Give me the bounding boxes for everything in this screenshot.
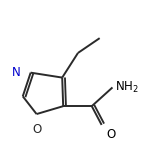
Text: N: N xyxy=(12,66,21,79)
Text: O: O xyxy=(32,123,41,136)
Text: NH$_2$: NH$_2$ xyxy=(115,80,139,95)
Text: O: O xyxy=(107,128,116,141)
